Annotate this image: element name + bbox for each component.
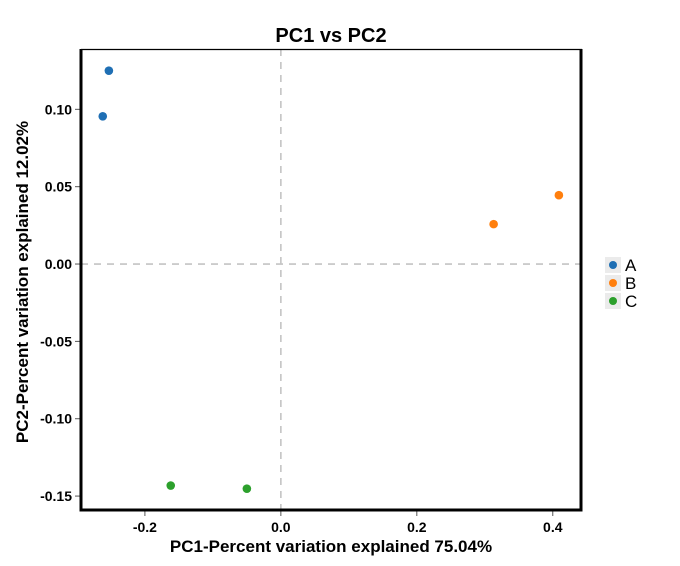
plot-frame xyxy=(79,48,583,512)
x-tick-label: 0.0 xyxy=(271,519,291,535)
y-tick-label: 0.05 xyxy=(45,179,72,195)
x-tick-label: -0.2 xyxy=(133,519,157,535)
x-axis-label: PC1-Percent variation explained 75.04% xyxy=(170,537,492,556)
y-tick-label: -0.05 xyxy=(40,333,72,349)
data-point-c-2 xyxy=(242,484,252,493)
legend-label-c: C xyxy=(625,292,637,311)
data-point-b-2 xyxy=(554,190,564,200)
legend-marker-a xyxy=(609,261,617,269)
y-tick-label: 0.10 xyxy=(45,101,72,117)
y-axis-label: PC2-Percent variation explained 12.02% xyxy=(13,121,32,443)
legend-label-a: A xyxy=(625,256,637,275)
y-tick-label: -0.15 xyxy=(40,488,72,504)
legend-marker-c xyxy=(609,297,617,305)
y-tick-label: 0.00 xyxy=(45,256,72,272)
data-point-a-1 xyxy=(104,66,114,75)
data-point-c-1 xyxy=(166,481,176,490)
x-tick-label: 0.2 xyxy=(407,519,427,535)
legend-marker-b xyxy=(609,279,617,287)
data-points xyxy=(98,66,564,493)
x-tick-label: 0.4 xyxy=(543,519,563,535)
y-axis-ticks: 0.10 0.05 0.00 -0.05 -0.10 -0.15 xyxy=(40,101,80,504)
data-point-b-1 xyxy=(489,219,498,229)
reference-lines xyxy=(81,49,582,510)
x-axis-ticks: -0.2 0.0 0.2 0.4 xyxy=(133,511,563,535)
legend: ABC xyxy=(605,256,637,311)
chart-title: PC1 vs PC2 xyxy=(275,25,386,47)
data-point-a-2 xyxy=(98,111,108,121)
legend-label-b: B xyxy=(625,274,636,293)
y-tick-label: -0.10 xyxy=(40,411,72,427)
